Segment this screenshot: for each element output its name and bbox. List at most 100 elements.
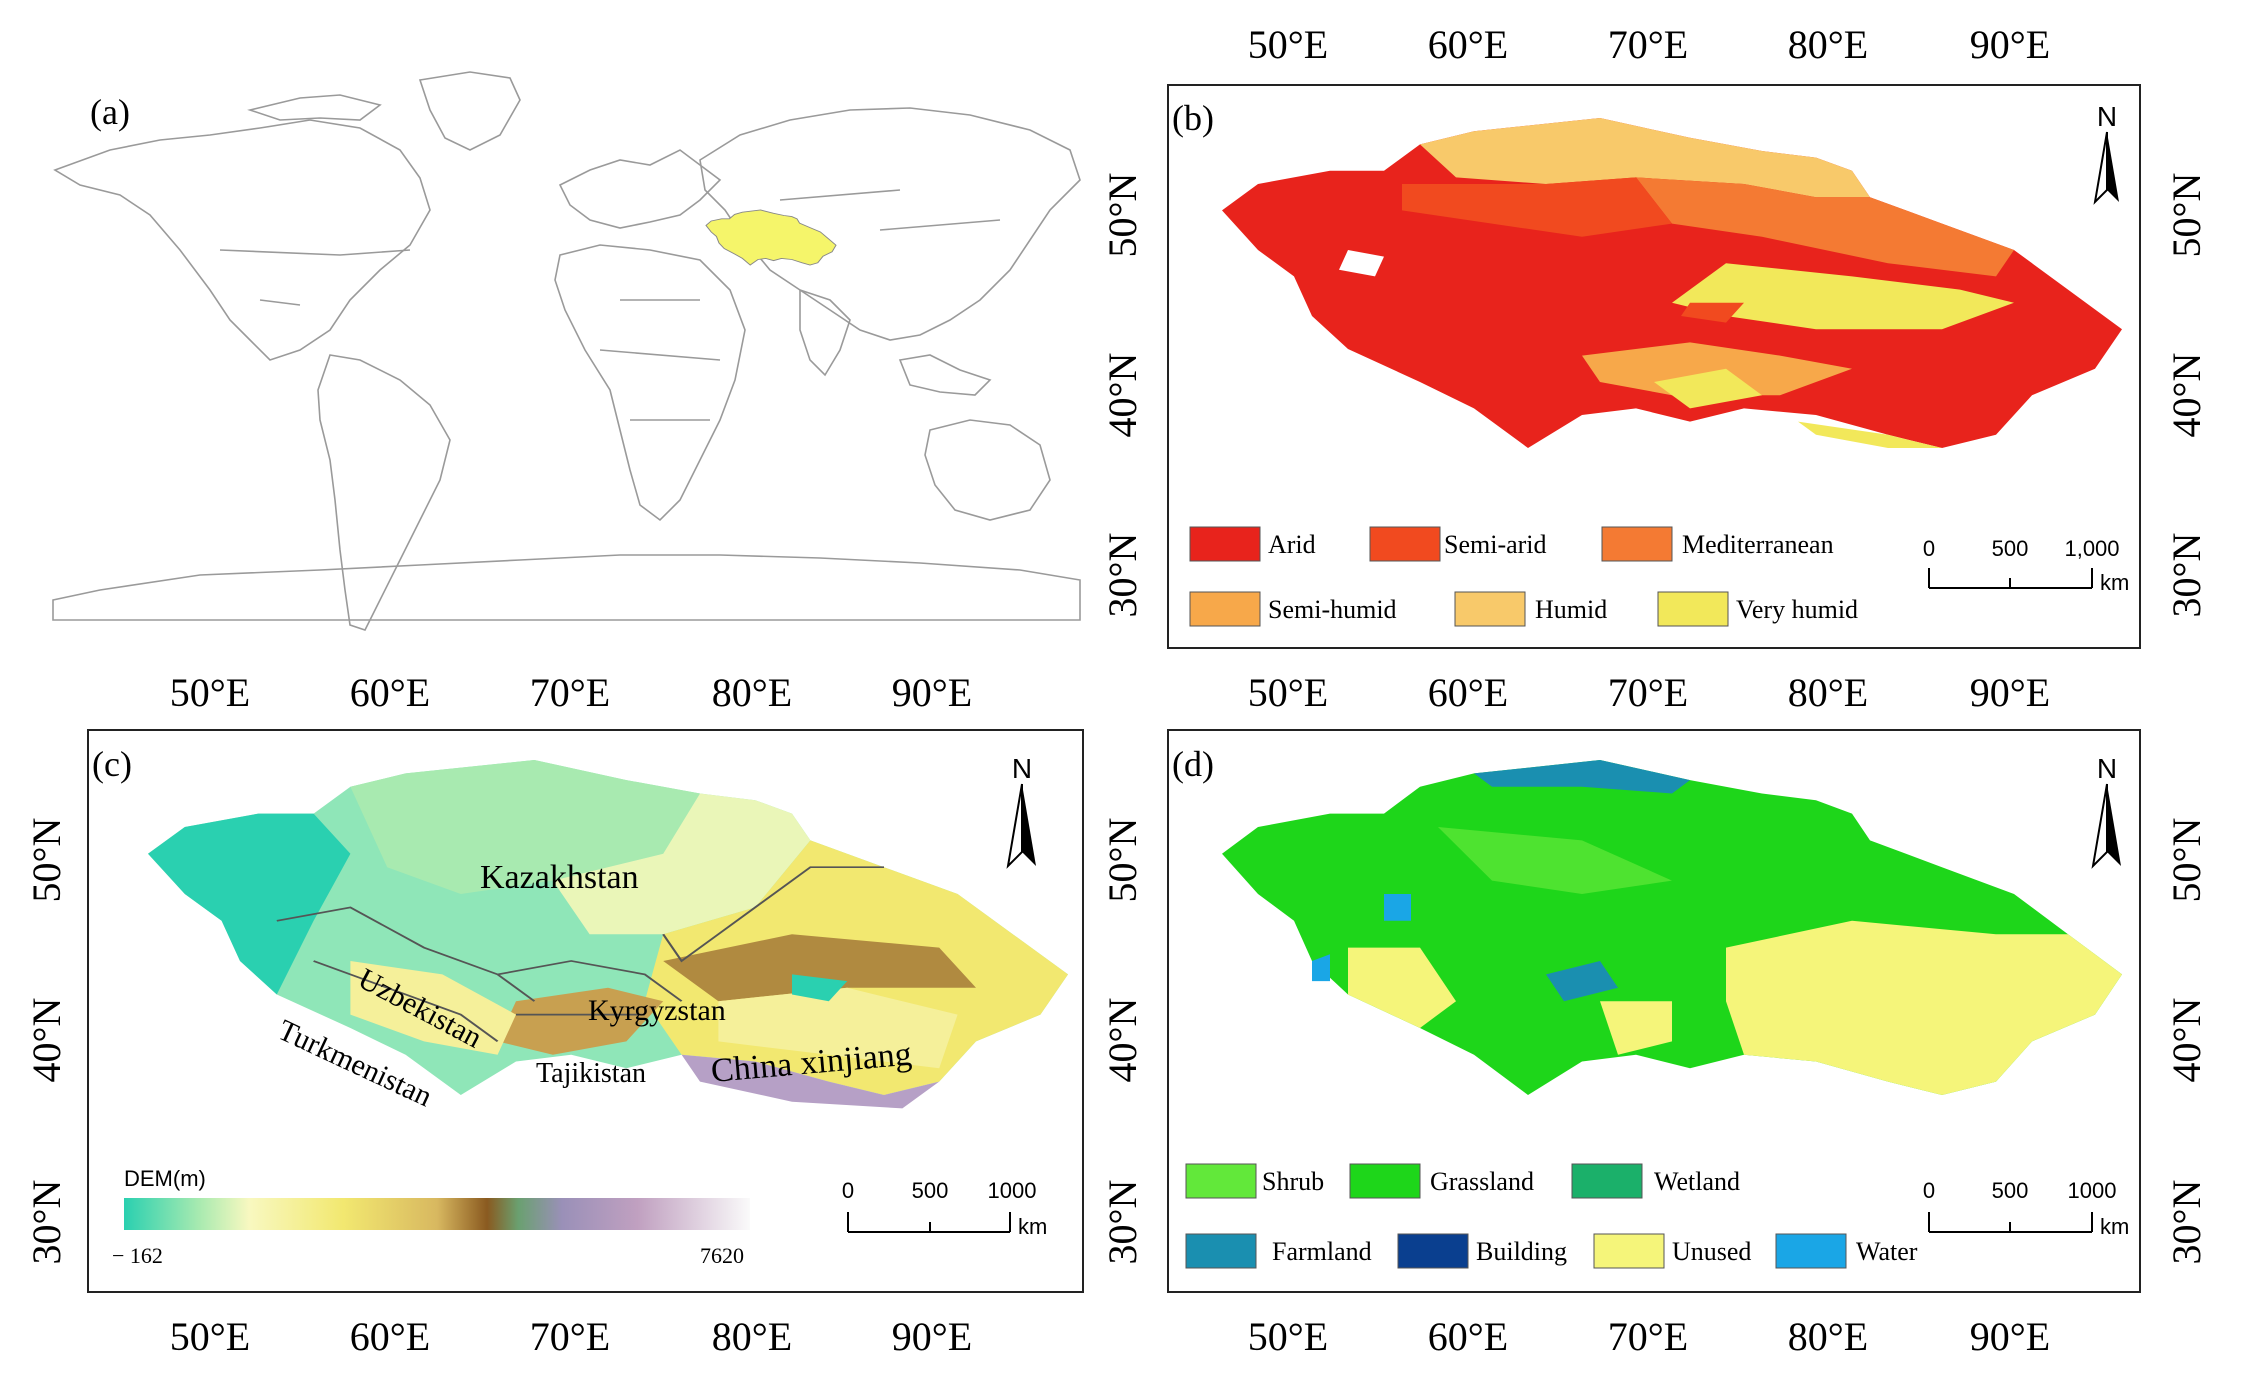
svg-text:50°N: 50°N [2164, 818, 2209, 903]
panel-d-region [1222, 760, 2122, 1095]
central-asia-highlight [705, 209, 837, 266]
svg-text:80°E: 80°E [712, 1314, 792, 1359]
panel-c-dem-legend: DEM(m) − 162 7620 [112, 1166, 750, 1268]
svg-text:80°E: 80°E [1788, 1314, 1868, 1359]
panel-b-scale-bar: 0 500 1,000 km [1923, 536, 2129, 595]
svg-text:50°N: 50°N [1100, 173, 1145, 258]
panel-b-region [1222, 118, 2122, 448]
panel-c-label: (c) [92, 744, 132, 784]
svg-text:0: 0 [1923, 536, 1935, 561]
svg-text:70°E: 70°E [1608, 22, 1688, 67]
svg-text:km: km [2100, 570, 2129, 595]
svg-text:90°E: 90°E [892, 670, 972, 715]
svg-text:N: N [1012, 753, 1032, 784]
svg-text:N: N [2097, 753, 2117, 784]
legend-humid-label: Humid [1535, 595, 1607, 624]
svg-text:40°N: 40°N [2164, 353, 2209, 438]
panel-d-north-arrow: N [2091, 753, 2121, 869]
legend-semi-arid-swatch [1369, 526, 1441, 562]
panel-d-lat-left: 50°N 40°N 30°N [1100, 818, 1145, 1265]
panel-c-north-arrow: N [1006, 753, 1036, 869]
svg-text:50°E: 50°E [1248, 670, 1328, 715]
label-tajikistan: Tajikistan [536, 1058, 646, 1089]
panel-c-top-lon: 50°E 60°E 70°E 80°E 90°E [170, 670, 972, 715]
svg-text:70°E: 70°E [530, 670, 610, 715]
svg-text:km: km [1018, 1214, 1047, 1239]
svg-text:60°E: 60°E [350, 1314, 430, 1359]
legend-unused-label: Unused [1672, 1237, 1751, 1266]
svg-text:80°E: 80°E [1788, 670, 1868, 715]
panel-a-world-map: (a) [52, 71, 1081, 631]
svg-text:50°N: 50°N [24, 818, 69, 903]
dem-colorbar [124, 1198, 750, 1230]
svg-text:30°N: 30°N [1100, 533, 1145, 618]
legend-mediterranean-swatch [1601, 526, 1673, 562]
svg-text:50°E: 50°E [170, 670, 250, 715]
legend-grassland-label: Grassland [1430, 1167, 1534, 1196]
legend-wetland-label: Wetland [1654, 1167, 1740, 1196]
svg-text:50°E: 50°E [170, 1314, 250, 1359]
svg-text:40°N: 40°N [1100, 353, 1145, 438]
svg-text:km: km [2100, 1214, 2129, 1239]
legend-semi-humid-label: Semi-humid [1268, 595, 1397, 624]
panel-b-lat-left: 50°N 40°N 30°N [1100, 173, 1145, 618]
svg-text:1000: 1000 [2068, 1178, 2117, 1203]
legend-farmland-label: Farmland [1272, 1237, 1372, 1266]
svg-text:50°E: 50°E [1248, 22, 1328, 67]
svg-text:30°N: 30°N [24, 1180, 69, 1265]
svg-text:0: 0 [1923, 1178, 1935, 1203]
svg-text:N: N [2097, 101, 2117, 132]
panel-c-scale-bar: 0 500 1000 km [842, 1178, 1047, 1239]
panel-b-top-lon: 50°E 60°E 70°E 80°E 90°E [1248, 22, 2050, 67]
panel-d-top-lon: 50°E 60°E 70°E 80°E 90°E [1248, 670, 2050, 715]
panel-d-bottom-lon: 50°E 60°E 70°E 80°E 90°E [1248, 1314, 2050, 1359]
panel-b-legend: Arid Semi-arid Mediterranean Semi-humid … [1189, 526, 1858, 627]
svg-text:50°E: 50°E [1248, 1314, 1328, 1359]
svg-text:7620: 7620 [700, 1243, 744, 1268]
legend-building-label: Building [1476, 1237, 1567, 1266]
svg-text:1000: 1000 [988, 1178, 1037, 1203]
panel-b-lat-right: 50°N 40°N 30°N [2164, 173, 2209, 618]
panel-d-landcover-map: (d) N Shrub Grassland Wetland [1167, 729, 2141, 1293]
svg-text:90°E: 90°E [892, 1314, 972, 1359]
axis-labels: 50°E 60°E 70°E 80°E 90°E 50°E 60°E 70°E … [24, 22, 2209, 1359]
legend-semi-humid-swatch [1189, 591, 1261, 627]
legend-shrub-label: Shrub [1262, 1167, 1324, 1196]
panel-a-label: (a) [90, 92, 130, 132]
legend-mediterranean-label: Mediterranean [1682, 530, 1834, 559]
panel-b-aridity-map: (b) N Arid Semi-arid Mediter [1167, 84, 2141, 649]
panel-c-lat-left: 50°N 40°N 30°N [24, 818, 69, 1265]
svg-text:90°E: 90°E [1970, 670, 2050, 715]
svg-text:30°N: 30°N [1100, 1180, 1145, 1265]
label-kyrgyzstan: Kyrgyzstan [588, 994, 726, 1027]
svg-text:50°N: 50°N [1100, 818, 1145, 903]
svg-text:60°E: 60°E [1428, 670, 1508, 715]
legend-semi-arid-label: Semi-arid [1444, 530, 1547, 559]
panel-d-label: (d) [1172, 744, 1214, 784]
panel-c-bottom-lon: 50°E 60°E 70°E 80°E 90°E [170, 1314, 972, 1359]
panel-b-label: (b) [1172, 98, 1214, 138]
legend-very-humid-swatch [1657, 591, 1729, 627]
svg-text:80°E: 80°E [1788, 22, 1868, 67]
label-kazakhstan: Kazakhstan [480, 859, 639, 896]
svg-text:0: 0 [842, 1178, 854, 1203]
svg-text:30°N: 30°N [2164, 1180, 2209, 1265]
svg-text:500: 500 [912, 1178, 949, 1203]
panel-c-region [148, 760, 1068, 1109]
panel-c-dem-map: (c) Kazakhstan Uzbekistan [87, 729, 1084, 1293]
svg-text:60°E: 60°E [1428, 1314, 1508, 1359]
legend-humid-swatch [1454, 591, 1526, 627]
panel-d-scale-bar: 0 500 1000 km [1923, 1178, 2129, 1239]
panel-b-north-arrow: N [2093, 101, 2119, 205]
svg-text:40°N: 40°N [2164, 998, 2209, 1083]
legend-arid-swatch [1189, 526, 1261, 562]
svg-text:70°E: 70°E [1608, 1314, 1688, 1359]
svg-text:30°N: 30°N [2164, 533, 2209, 618]
svg-text:70°E: 70°E [530, 1314, 610, 1359]
svg-text:60°E: 60°E [350, 670, 430, 715]
svg-text:90°E: 90°E [1970, 22, 2050, 67]
svg-text:80°E: 80°E [712, 670, 792, 715]
svg-text:40°N: 40°N [1100, 998, 1145, 1083]
svg-text:500: 500 [1992, 1178, 2029, 1203]
